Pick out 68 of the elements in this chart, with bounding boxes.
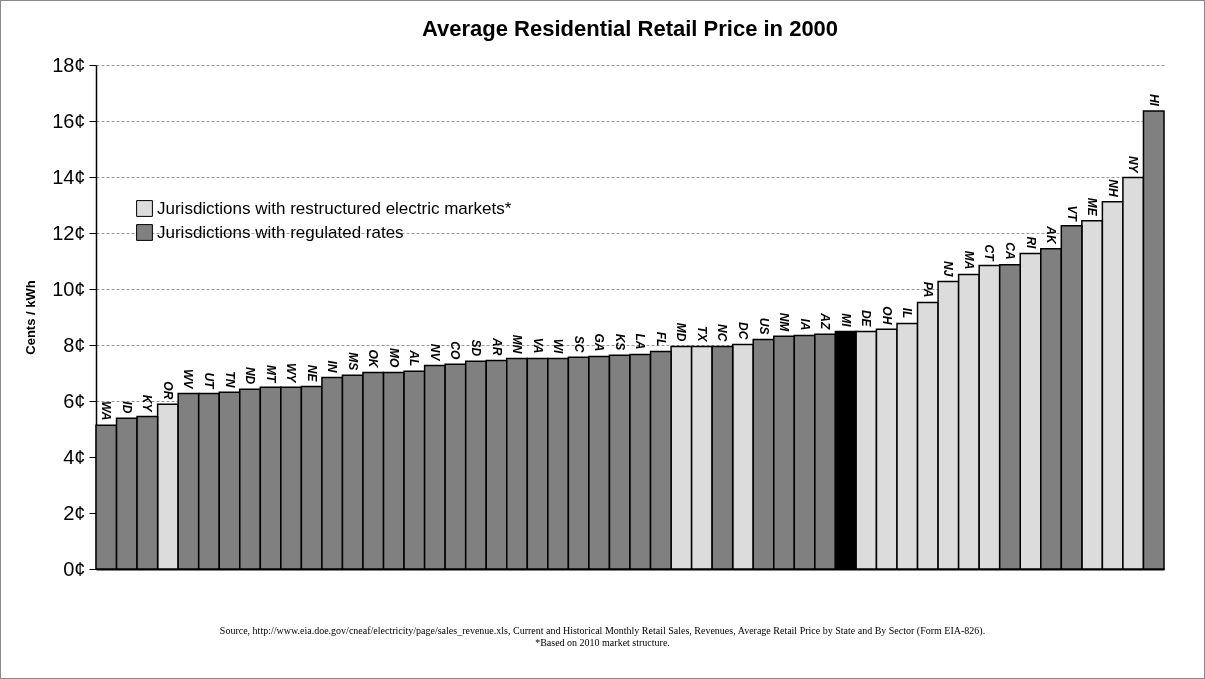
- x-tick-label: SC: [571, 335, 586, 353]
- x-tick-label: HI: [1146, 93, 1161, 107]
- x-tick-label: NE: [304, 364, 319, 383]
- x-tick-label: GA: [592, 333, 607, 352]
- x-tick-label: OR: [160, 381, 175, 400]
- x-tick-label: IA: [797, 318, 812, 331]
- x-tick-label: NM: [777, 312, 792, 333]
- x-tick-label: VT: [1064, 205, 1079, 223]
- x-tick-label: TN: [222, 371, 237, 388]
- y-tick-label: 16¢: [52, 109, 86, 132]
- x-tick-label: FL: [653, 331, 668, 347]
- x-tick-label: TX: [694, 326, 709, 343]
- x-tick-label: MA: [961, 250, 976, 270]
- x-tick-label: AR: [489, 337, 504, 356]
- x-tick-label: MS: [345, 352, 360, 371]
- y-tick-label: 14¢: [52, 165, 86, 188]
- text: *Based on 2010 market structure.: [534, 637, 671, 649]
- x-tick-label: MT: [263, 364, 278, 384]
- x-tick-label: SD: [468, 339, 483, 357]
- x-tick-label: CO: [448, 341, 463, 360]
- x-tick-label: MD: [674, 322, 689, 342]
- y-tick-label: 2¢: [63, 501, 86, 524]
- x-tick-label: UT: [201, 372, 216, 391]
- x-tick-label: WV: [181, 369, 196, 390]
- x-tick-label: LA: [633, 333, 648, 350]
- x-tick-label: MN: [510, 334, 525, 354]
- x-tick-label: ME: [1085, 197, 1100, 217]
- x-tick-label: ND: [243, 366, 258, 385]
- x-tick-label: AK: [1044, 225, 1059, 245]
- x-tick-label: DE: [859, 309, 874, 328]
- x-tick-label: MO: [386, 348, 401, 369]
- x-tick-label: NJ: [941, 261, 956, 277]
- x-tick-label: NY: [1126, 155, 1141, 174]
- x-tick-label: KY: [140, 394, 155, 413]
- x-tick-label: CT: [982, 244, 997, 263]
- x-tick-label: CA: [1002, 242, 1017, 260]
- x-tick-label: IL: [900, 307, 915, 319]
- x-tick-label: WA: [99, 401, 114, 421]
- x-tick-label: OH: [879, 306, 894, 325]
- x-tick-label: IN: [325, 360, 340, 373]
- chart-title: Average Residential Retail Price in 2000: [421, 16, 839, 41]
- x-tick-label: NV: [427, 343, 442, 362]
- y-tick-label: 8¢: [63, 333, 86, 356]
- y-tick-label: 18¢: [52, 53, 86, 76]
- y-tick-label: 10¢: [52, 277, 86, 300]
- legend-label: Jurisdictions with regulated rates: [157, 222, 404, 242]
- y-tick-label: 0¢: [63, 557, 86, 580]
- y-tick-label: 6¢: [63, 389, 86, 412]
- x-tick-label: VA: [530, 337, 545, 354]
- x-tick-label: AZ: [818, 312, 833, 331]
- x-tick-label: NH: [1105, 179, 1120, 197]
- x-tick-label: US: [756, 317, 771, 335]
- y-tick-label: 4¢: [63, 445, 86, 468]
- x-tick-label: KS: [612, 333, 627, 351]
- x-tick-label: MI: [838, 313, 853, 328]
- y-axis-title: Cents / kWh: [23, 280, 39, 355]
- y-tick-label: 12¢: [52, 221, 86, 244]
- x-tick-label: RI: [1023, 236, 1038, 250]
- x-tick-label: AL: [407, 349, 422, 367]
- x-tick-label: OK: [366, 349, 381, 369]
- legend-label: Jurisdictions with restructured electric markets*: [157, 198, 512, 218]
- x-tick-label: ID: [119, 401, 134, 414]
- source-note: Source, http://www.eia.doe.gov/cneaf/electricity/page/sales_revenue.xls, Current and Historical Monthly Retail Sales, Revenues, Average Retail Price by State and By Sector (Form EIA-826).: [218, 625, 987, 637]
- x-tick-label: PA: [920, 281, 935, 298]
- x-tick-label: WI: [551, 338, 566, 355]
- x-tick-label: WY: [284, 362, 299, 384]
- x-tick-label: NC: [715, 324, 730, 342]
- x-tick-label: DC: [735, 322, 750, 340]
